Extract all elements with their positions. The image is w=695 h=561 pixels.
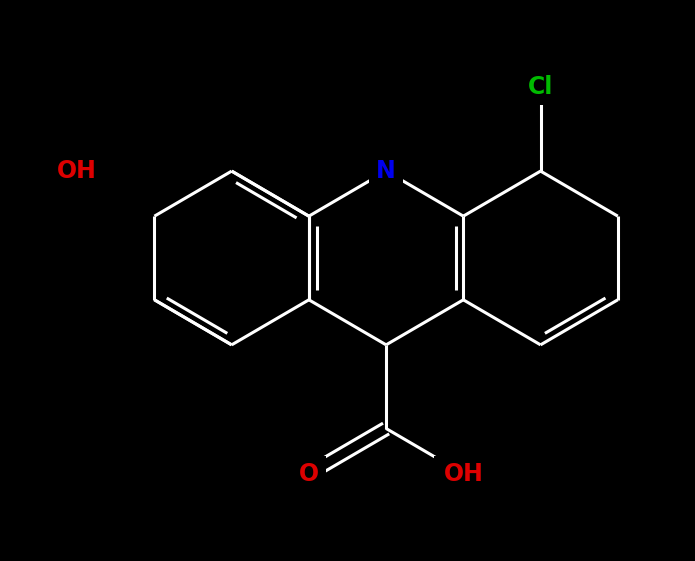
FancyBboxPatch shape bbox=[434, 456, 493, 491]
FancyBboxPatch shape bbox=[48, 153, 106, 189]
FancyBboxPatch shape bbox=[292, 456, 326, 491]
Text: N: N bbox=[376, 159, 396, 183]
Text: OH: OH bbox=[57, 159, 97, 183]
FancyBboxPatch shape bbox=[512, 70, 570, 105]
Text: OH: OH bbox=[443, 462, 483, 486]
Text: O: O bbox=[299, 462, 319, 486]
FancyBboxPatch shape bbox=[369, 153, 403, 189]
Text: Cl: Cl bbox=[528, 75, 553, 99]
